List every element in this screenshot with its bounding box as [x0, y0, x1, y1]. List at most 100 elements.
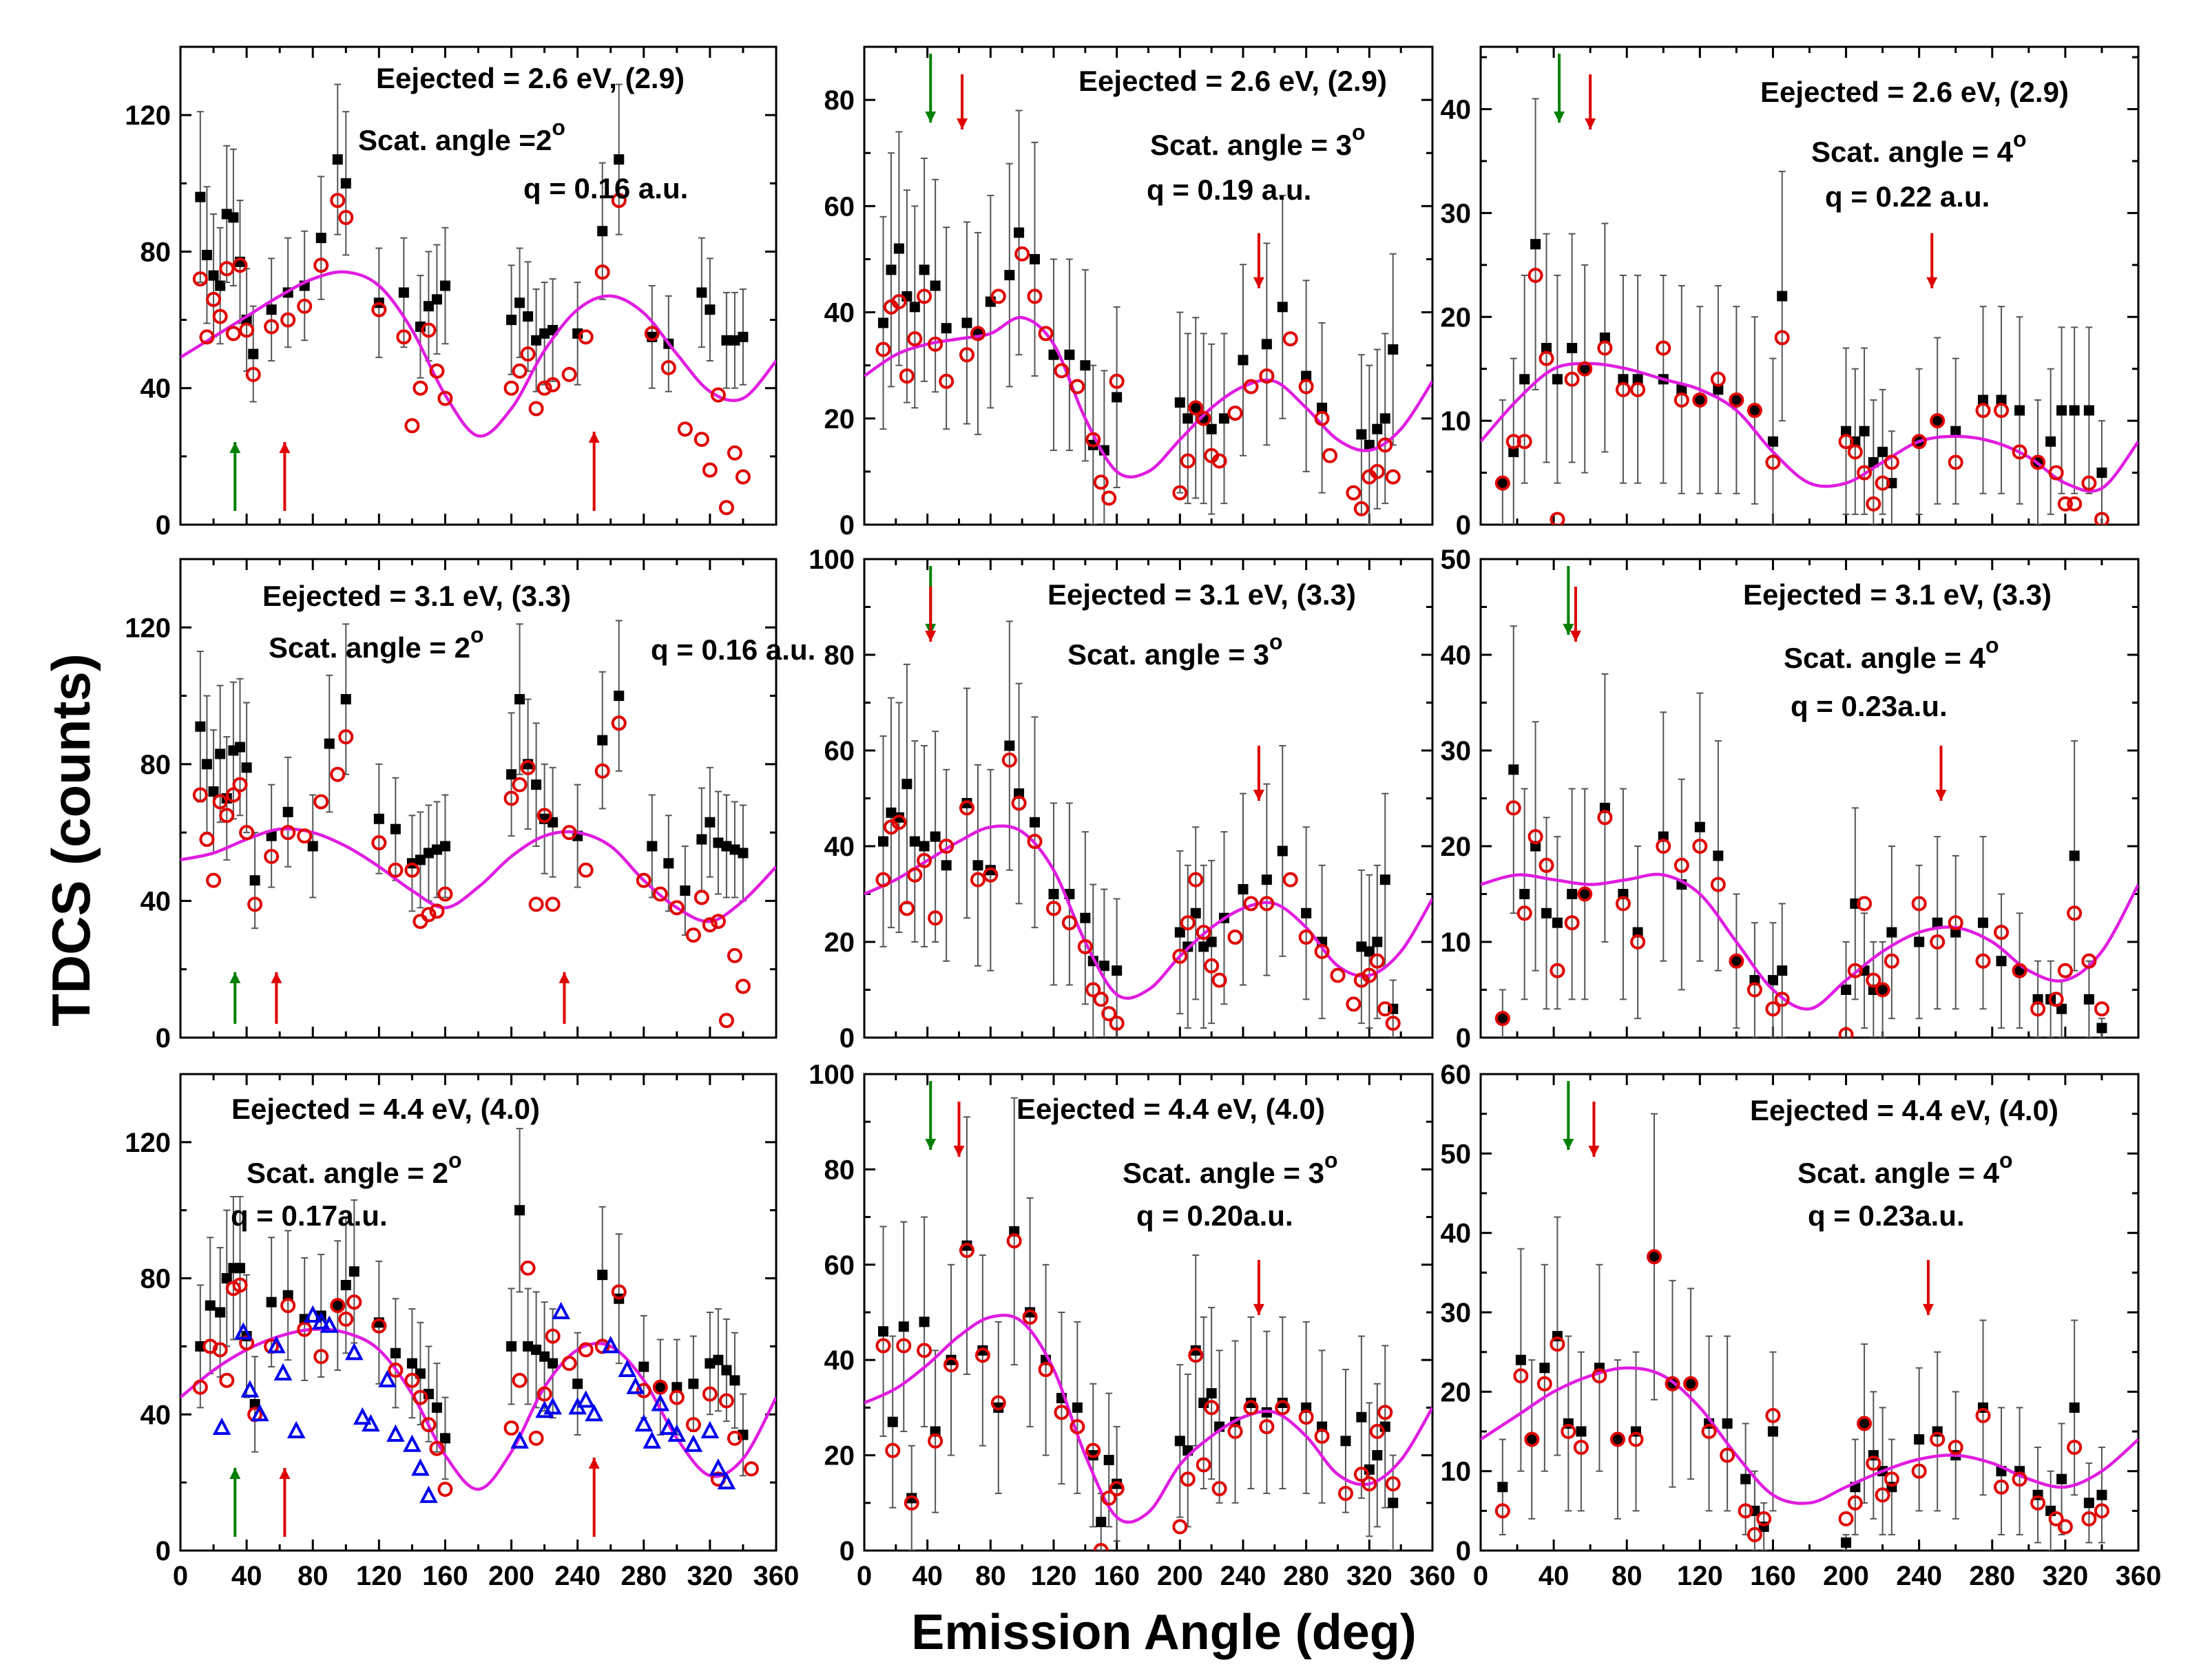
data-point-triangle [233, 1322, 253, 1340]
data-point-square [531, 335, 542, 346]
x-tick-label: 120 [1677, 1561, 1723, 1591]
data-point-circle [735, 469, 751, 485]
theory-curve [1481, 361, 2138, 493]
data-point-square [961, 317, 972, 328]
data-point-square [614, 154, 625, 165]
data-point-triangle [353, 1407, 372, 1425]
data-point-circle [1615, 381, 1631, 397]
data-point-circle [1875, 475, 1890, 491]
data-point-square [919, 264, 930, 275]
y-tick-label: 20 [1441, 302, 1472, 333]
data-point-circle [578, 329, 594, 345]
data-point-circle [219, 261, 235, 277]
data-point-square [1364, 946, 1375, 957]
data-point-circle [1369, 1424, 1385, 1439]
data-point-circle [338, 729, 354, 745]
data-point-square [1190, 1345, 1201, 1356]
y-tick-label: 40 [1441, 640, 1472, 671]
data-point-circle [429, 1440, 445, 1456]
annotation: q = 0.19 a.u. [1147, 174, 1311, 206]
y-tick-label: 40 [140, 886, 171, 916]
data-point-square [439, 280, 450, 291]
y-tick-label: 0 [840, 510, 855, 540]
data-point-circle [2067, 1440, 2083, 1456]
data-point-circle [1011, 795, 1027, 811]
data-layer [864, 620, 1432, 1038]
data-point-circle [875, 1338, 891, 1354]
data-point-circle [2030, 454, 2046, 470]
x-tick-label: 160 [422, 1561, 468, 1591]
x-tick-label: 120 [356, 1561, 402, 1591]
data-point-circle [1282, 331, 1298, 347]
data-point-square [1685, 1378, 1696, 1389]
data-point-square [332, 1300, 343, 1311]
data-point-circle [611, 1284, 627, 1300]
data-point-circle [192, 787, 208, 803]
annotation: Scat. angle = 3o [1150, 120, 1366, 161]
data-point-circle [528, 896, 544, 912]
data-point-circle [990, 288, 1006, 304]
data-point-square [1731, 395, 1742, 406]
data-point-square [1541, 907, 1552, 918]
data-point-circle [1609, 1431, 1625, 1447]
data-layer [1481, 98, 2138, 525]
x-tick-label: 200 [488, 1561, 534, 1591]
data-point-square [1238, 884, 1249, 895]
data-point-circle [346, 1294, 362, 1310]
data-point-square [901, 779, 912, 790]
data-point-circle [896, 1338, 912, 1354]
data-point-square [340, 1279, 351, 1290]
theory-curve [1481, 872, 2138, 1011]
data-point-square [663, 858, 674, 869]
annotation: Eejected = 2.6 eV, (2.9) [1078, 65, 1387, 97]
data-point-triangle [643, 1431, 662, 1449]
data-point-square [1206, 423, 1217, 434]
data-point-circle [1930, 934, 1946, 949]
data-point-triangle [717, 1471, 736, 1490]
data-point-circle [330, 193, 346, 209]
data-point-circle [1346, 485, 1362, 501]
data-point-circle [1093, 1543, 1109, 1551]
data-point-square [514, 297, 525, 308]
y-tick-label: 20 [824, 404, 855, 434]
data-point-circle [669, 900, 685, 916]
x-tick-label: 40 [912, 1561, 943, 1591]
data-point-square [713, 1354, 724, 1365]
y-tick-label: 40 [1441, 95, 1472, 125]
annotation: Eejected = 3.1 eV, (3.3) [1047, 578, 1356, 611]
data-point-circle [1948, 454, 1963, 470]
data-point-circle [1994, 1479, 2010, 1495]
data-point-square [390, 1347, 401, 1358]
data-point-circle [1353, 1467, 1369, 1482]
x-tick-label: 320 [2043, 1561, 2089, 1591]
data-point-circle [1188, 400, 1204, 416]
red-arrow-head [279, 1468, 291, 1479]
data-point-square [886, 264, 897, 275]
data-point-circle [219, 1372, 235, 1388]
data-point-square [1379, 413, 1390, 424]
data-point-circle [219, 808, 235, 823]
data-point-square [729, 844, 740, 855]
data-point-square [248, 348, 259, 359]
data-point-circle [247, 896, 263, 912]
data-layer [1481, 1113, 2138, 1551]
data-point-square [1767, 436, 1778, 447]
x-tick-label: 280 [1283, 1561, 1329, 1591]
data-point-square [597, 1270, 608, 1281]
data-point-square [2056, 1473, 2067, 1484]
data-point-triangle [684, 1434, 703, 1452]
annotation: Eejected = 4.4 eV, (4.0) [1016, 1093, 1325, 1125]
data-point-square [1206, 1388, 1217, 1399]
green-arrow-head [1563, 624, 1574, 635]
data-point-square [1190, 402, 1201, 413]
data-point-circle [232, 258, 248, 273]
data-point-circle [939, 839, 955, 854]
data-point-square [893, 243, 904, 254]
annotation: q = 0.16 a.u. [523, 172, 688, 204]
data-point-circle [520, 759, 536, 775]
data-point-circle [904, 1495, 919, 1511]
data-point-circle [1180, 1471, 1196, 1487]
data-point-square [215, 748, 226, 759]
data-point-square [946, 1354, 957, 1365]
data-point-circle [239, 825, 255, 841]
